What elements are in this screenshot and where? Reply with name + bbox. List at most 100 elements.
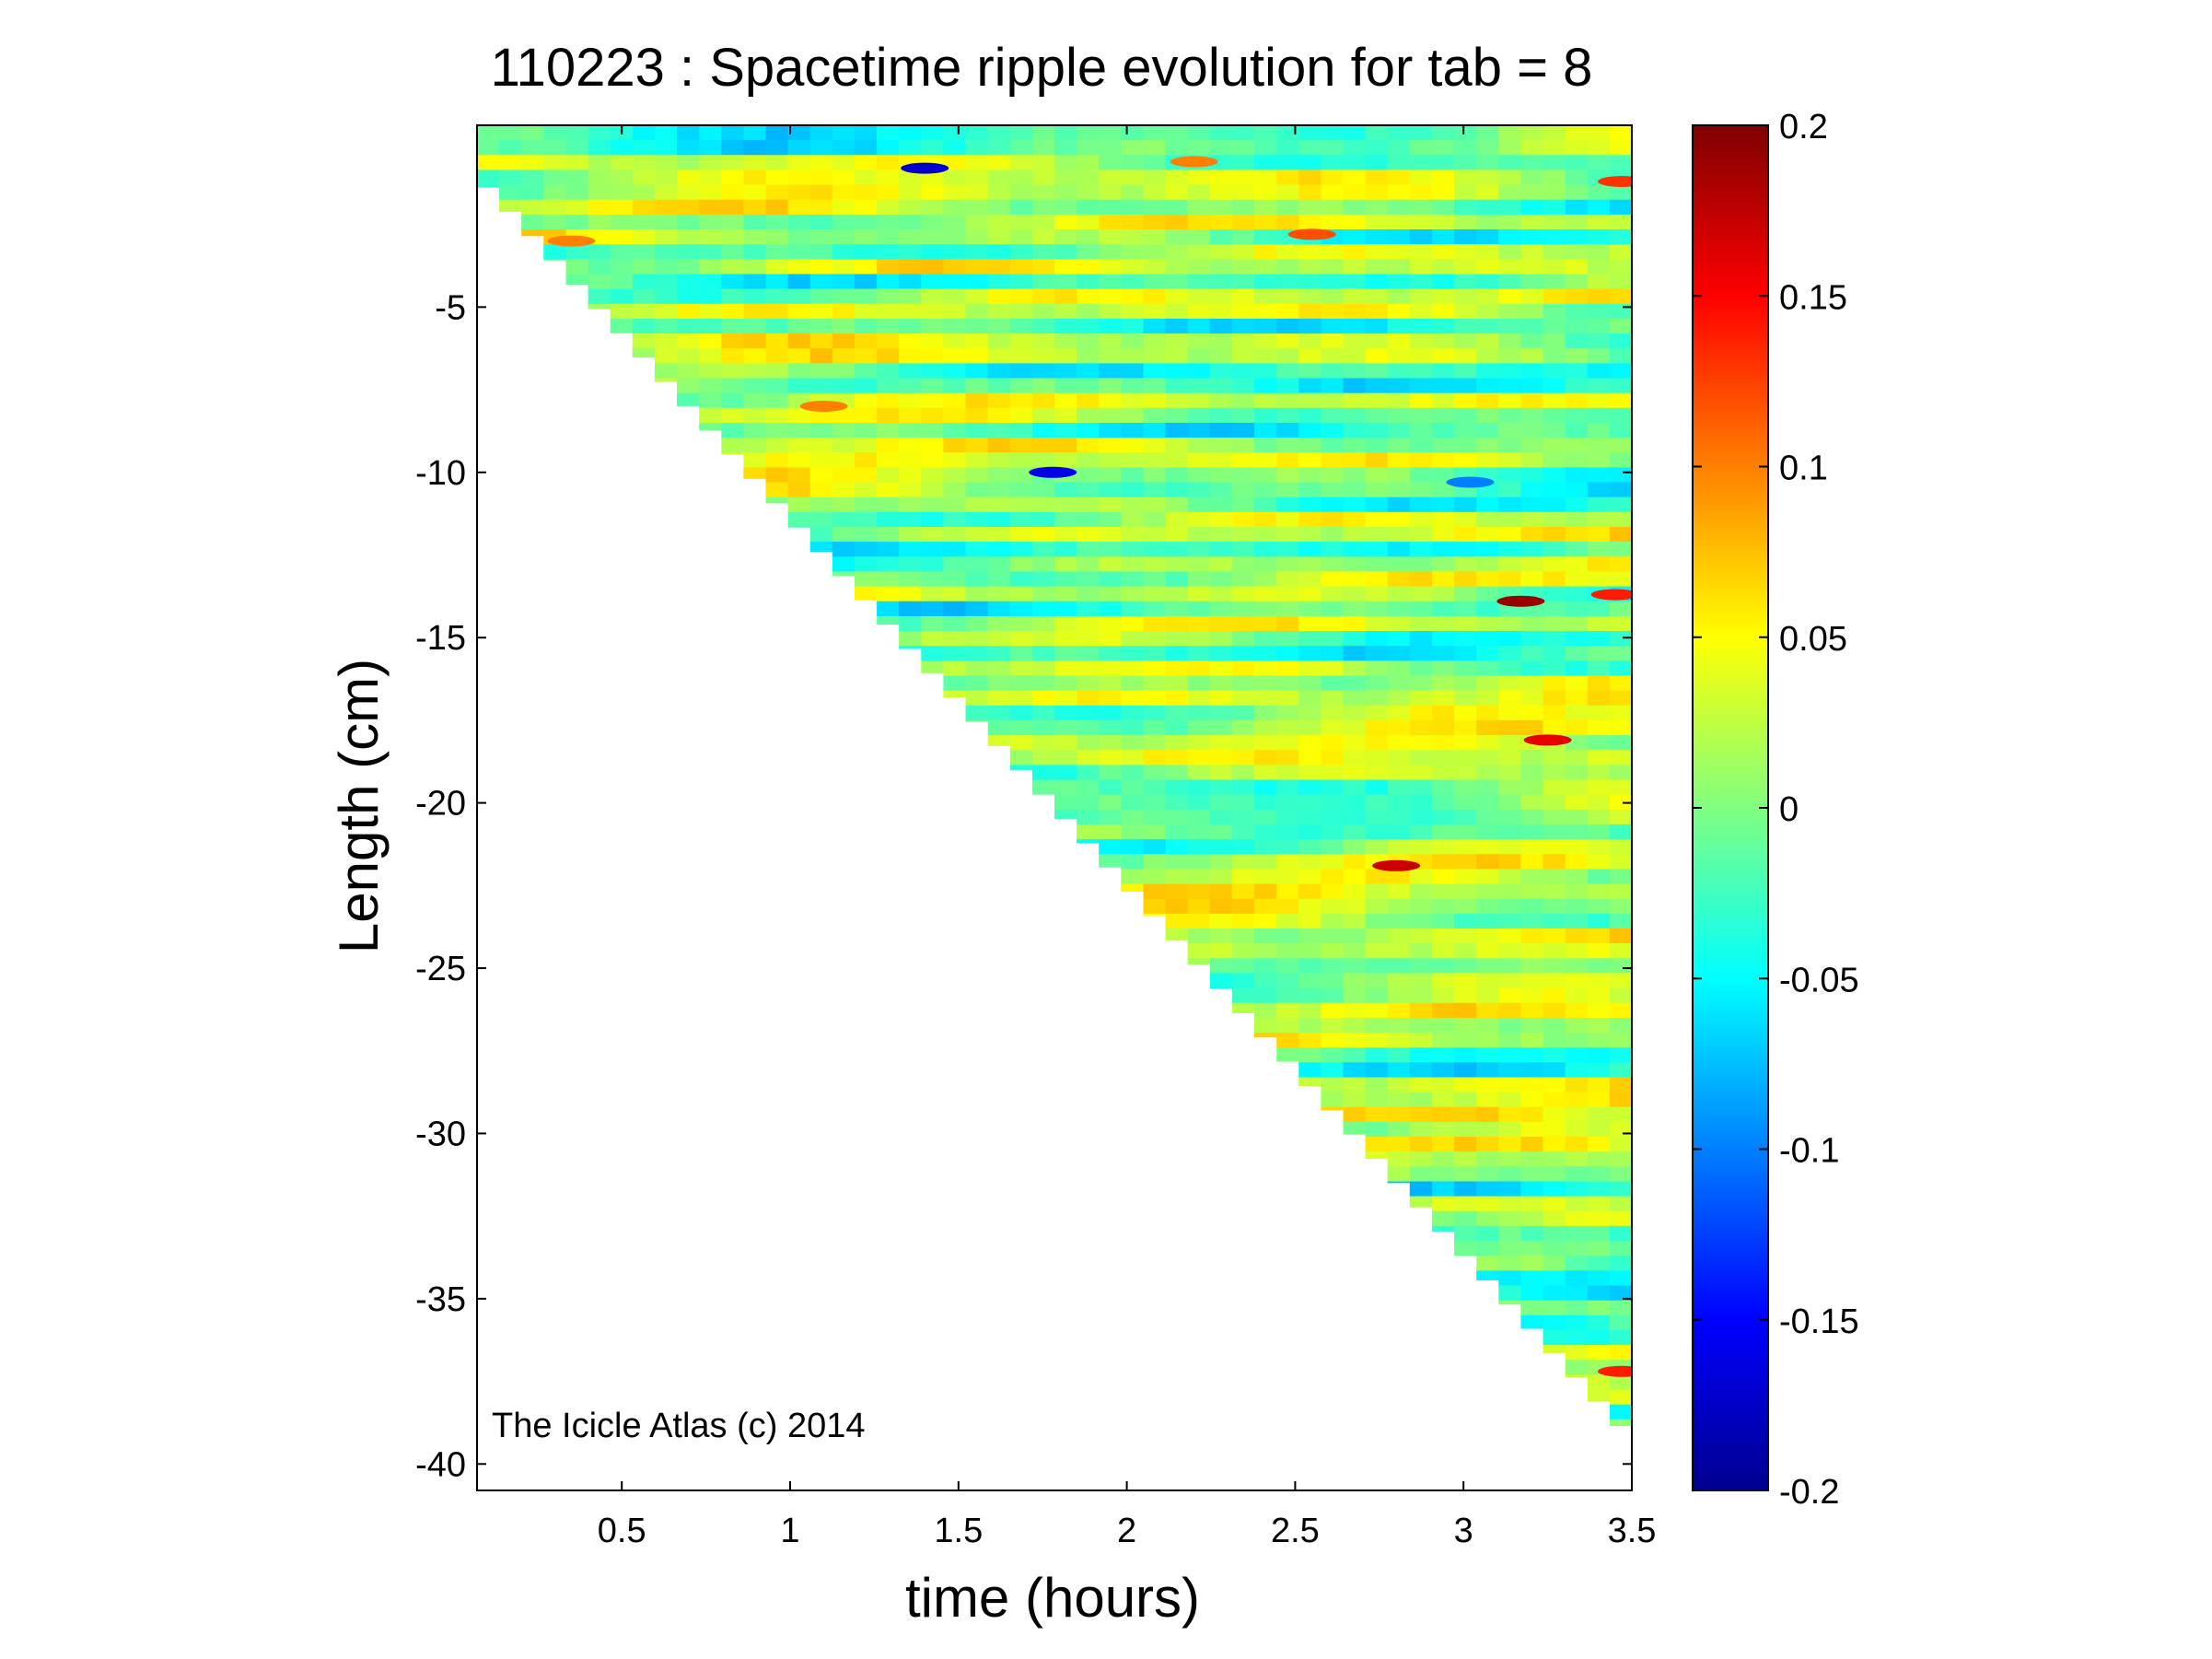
heatmap-cell (1121, 274, 1144, 290)
heatmap-cell (1609, 646, 1632, 661)
heatmap-cell (1276, 675, 1299, 692)
heatmap-cell (1409, 898, 1433, 915)
heatmap-cell (1365, 1151, 1389, 1159)
heatmap-cell (1077, 794, 1100, 811)
heatmap-cell (1121, 750, 1144, 765)
heatmap-cell (1565, 1137, 1589, 1152)
heatmap-cell (1387, 199, 1411, 216)
heatmap-cell (743, 140, 767, 156)
heatmap-cell (1387, 1002, 1411, 1019)
heatmap-cell (1031, 274, 1055, 290)
heatmap-cell (809, 378, 833, 394)
heatmap-cell (1099, 155, 1122, 170)
heatmap-cell (1254, 586, 1277, 602)
heatmap-cell (1520, 184, 1544, 201)
heatmap-cell (1409, 958, 1433, 974)
heatmap-cell (987, 363, 1011, 380)
heatmap-cell (965, 690, 989, 707)
heatmap-cell (965, 214, 989, 230)
heatmap-cell (1520, 527, 1544, 543)
heatmap-cell (1387, 1077, 1411, 1093)
heatmap-cell (1409, 482, 1433, 498)
heatmap-cell (1498, 898, 1521, 915)
heatmap-cell (1498, 438, 1521, 453)
heatmap-cell (1054, 660, 1077, 676)
heatmap-cell (1454, 854, 1477, 870)
heatmap-cell (1520, 392, 1544, 409)
heatmap-cell (832, 423, 856, 438)
heatmap-cell (1298, 869, 1321, 885)
heatmap-cell (809, 274, 833, 290)
heatmap-cell (899, 363, 922, 380)
heatmap-cell (787, 348, 811, 364)
heatmap-cell (1009, 274, 1033, 290)
heatmap-cell (1009, 542, 1033, 557)
heatmap-cell (1565, 943, 1589, 959)
heatmap-cell (1520, 303, 1544, 320)
heatmap-cell (1099, 274, 1122, 290)
heatmap-cell (1387, 438, 1411, 453)
heatmap-cell (1476, 719, 1499, 736)
heatmap-cell (1054, 155, 1077, 170)
heatmap-cell (1454, 1121, 1477, 1138)
heatmap-cell (1276, 542, 1299, 557)
heatmap-cell (1432, 542, 1455, 557)
heatmap-cell (1209, 378, 1233, 394)
heatmap-cell (543, 199, 566, 216)
heatmap-cell (1409, 646, 1433, 661)
heatmap-cell (1587, 423, 1611, 438)
heatmap-cell (1543, 1047, 1566, 1063)
heatmap-cell (1365, 1047, 1389, 1063)
heatmap-cell (1543, 259, 1566, 275)
heatmap-cell (1609, 1241, 1632, 1256)
heatmap-cell (1498, 660, 1521, 676)
heatmap-cell (1498, 1210, 1521, 1227)
heatmap-cell (1609, 913, 1632, 929)
heatmap-cell (943, 378, 967, 394)
heatmap-cell (1254, 854, 1277, 870)
heatmap-cell (1321, 913, 1345, 929)
heatmap-cell (1209, 987, 1233, 989)
heatmap-cell (1254, 199, 1277, 216)
heatmap-cell (1498, 1166, 1521, 1182)
heatmap-cell (1009, 155, 1033, 170)
heatmap-cell (1454, 333, 1477, 349)
heatmap-cell (1432, 1210, 1455, 1227)
heatmap-cell (699, 303, 722, 320)
y-tick-label: -25 (415, 950, 466, 988)
heatmap-cell (1409, 690, 1433, 707)
heatmap-cell (1099, 140, 1122, 156)
heatmap-cell (1498, 1121, 1521, 1138)
heatmap-cell (1609, 1374, 1632, 1391)
heatmap-cell (1609, 363, 1632, 380)
heatmap-cell (1254, 615, 1277, 632)
heatmap-cell (1276, 854, 1299, 870)
heatmap-cell (1343, 259, 1367, 275)
heatmap-cell (1387, 511, 1411, 528)
heatmap-cell (943, 229, 967, 245)
heatmap-cell (855, 229, 878, 245)
heatmap-cell (965, 125, 989, 141)
heatmap-cell (1099, 497, 1122, 513)
heatmap-cell (965, 169, 989, 186)
heatmap-cell (1077, 259, 1100, 275)
heatmap-cell (965, 527, 989, 543)
heatmap-cell (721, 438, 744, 453)
heatmap-cell (1498, 274, 1521, 290)
heatmap-cell (1254, 184, 1277, 201)
heatmap-cell (809, 288, 833, 305)
heatmap-cell (1209, 467, 1233, 484)
heatmap-cell (1143, 883, 1167, 900)
heatmap-cell (1565, 1225, 1589, 1242)
heatmap-cell (1276, 423, 1299, 438)
heatmap-cell (1520, 631, 1544, 647)
heatmap-cell (743, 199, 767, 216)
heatmap-cell (921, 259, 944, 275)
heatmap-cell (1054, 288, 1077, 305)
heatmap-cell (1231, 646, 1255, 661)
heatmap-cell (877, 288, 900, 305)
heatmap-cell (1321, 854, 1345, 870)
heatmap-cell (1454, 601, 1477, 617)
heatmap-cell (1254, 482, 1277, 498)
heatmap-cell (1321, 303, 1345, 320)
